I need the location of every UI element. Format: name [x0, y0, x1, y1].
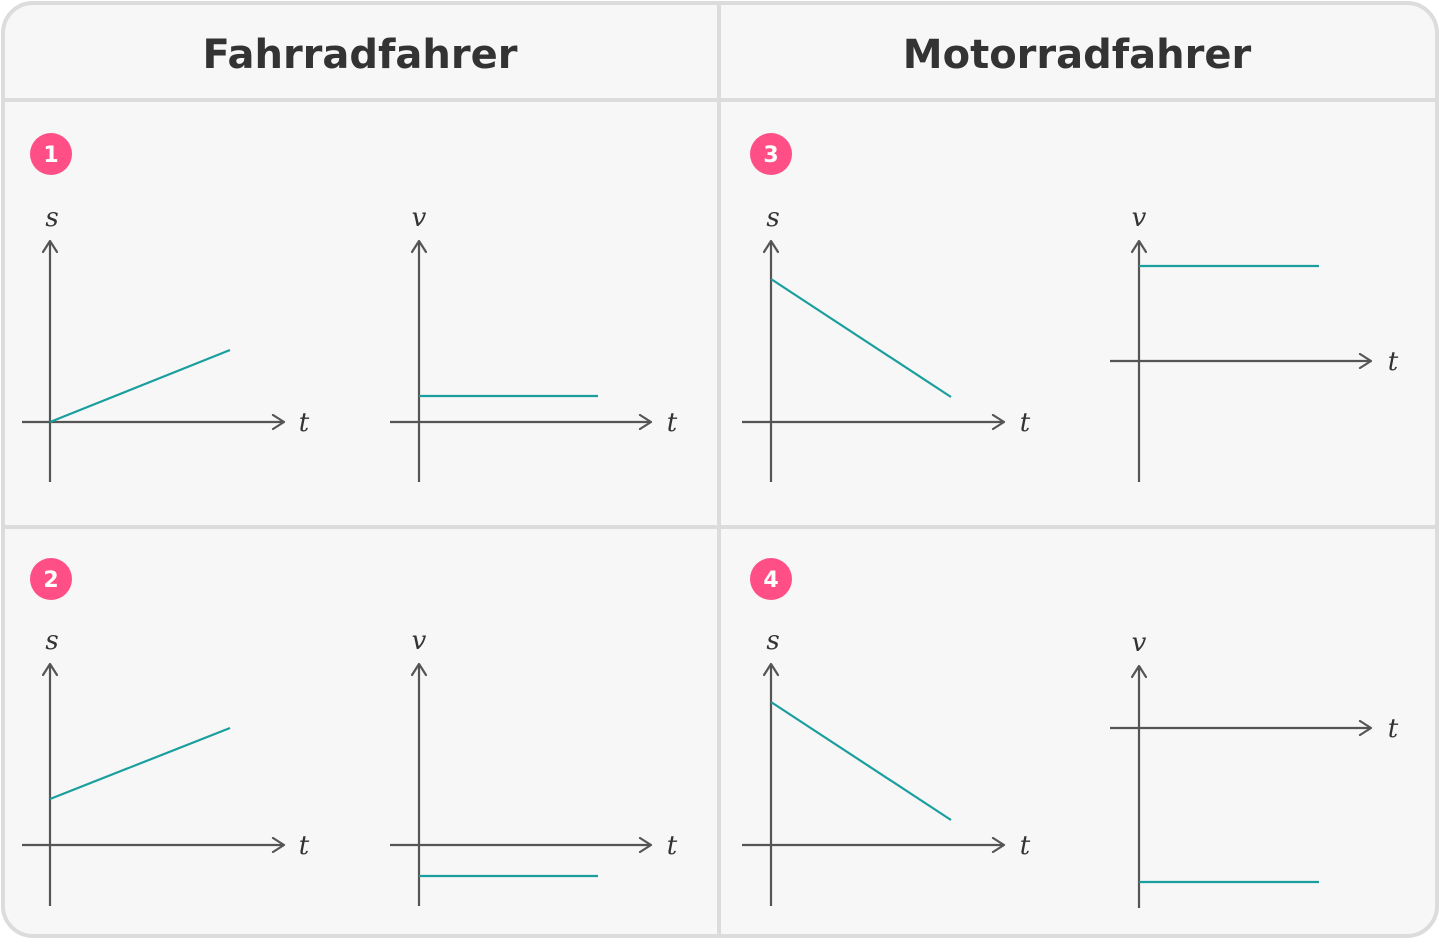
column-title-motorradfahrer: Motorradfahrer [903, 32, 1252, 78]
x-axis-label: t [299, 408, 310, 438]
y-axis-label: s [766, 203, 779, 233]
panel-number: 4 [763, 568, 778, 593]
y-axis-label: s [766, 626, 779, 656]
y-axis-label: s [45, 626, 58, 656]
x-axis-label: t [1020, 408, 1031, 438]
x-axis-label: t [1388, 714, 1399, 744]
panel-2: 2 s t v t [22, 558, 678, 906]
y-axis-label: v [1132, 628, 1147, 658]
panel-number: 3 [763, 143, 778, 168]
panel-number: 2 [43, 568, 58, 593]
panel-number: 1 [43, 143, 58, 168]
graph-line [770, 701, 952, 821]
column-title-fahrradfahrer: Fahrradfahrer [203, 32, 518, 78]
y-axis-label: v [1132, 203, 1147, 233]
s-t-graph: s t [22, 203, 310, 482]
x-axis-label: t [299, 831, 310, 861]
v-t-graph: v t [1110, 628, 1399, 908]
y-axis-label: s [45, 203, 58, 233]
panel-number-badge: 1 [30, 133, 72, 175]
x-axis-label: t [667, 408, 678, 438]
v-t-graph: v t [390, 203, 678, 482]
panel-number-badge: 4 [750, 558, 792, 600]
v-t-graph: v t [1110, 203, 1399, 482]
s-t-graph: s t [742, 626, 1031, 906]
panel-4: 4 s t v t [742, 558, 1399, 908]
s-t-graph: s t [742, 203, 1031, 482]
panel-3: 3 s t v t [742, 133, 1399, 482]
graph-line [49, 348, 231, 424]
s-t-graph: s t [22, 626, 310, 906]
panel-number-badge: 3 [750, 133, 792, 175]
x-axis-label: t [667, 831, 678, 861]
graph-line [770, 278, 952, 398]
graph-line [49, 726, 231, 801]
panel-1: 1 s t v t [22, 133, 678, 482]
v-t-graph: v t [390, 626, 678, 906]
y-axis-label: v [412, 626, 427, 656]
y-axis-label: v [412, 203, 427, 233]
x-axis-label: t [1388, 347, 1399, 377]
x-axis-label: t [1020, 831, 1031, 861]
panel-number-badge: 2 [30, 558, 72, 600]
